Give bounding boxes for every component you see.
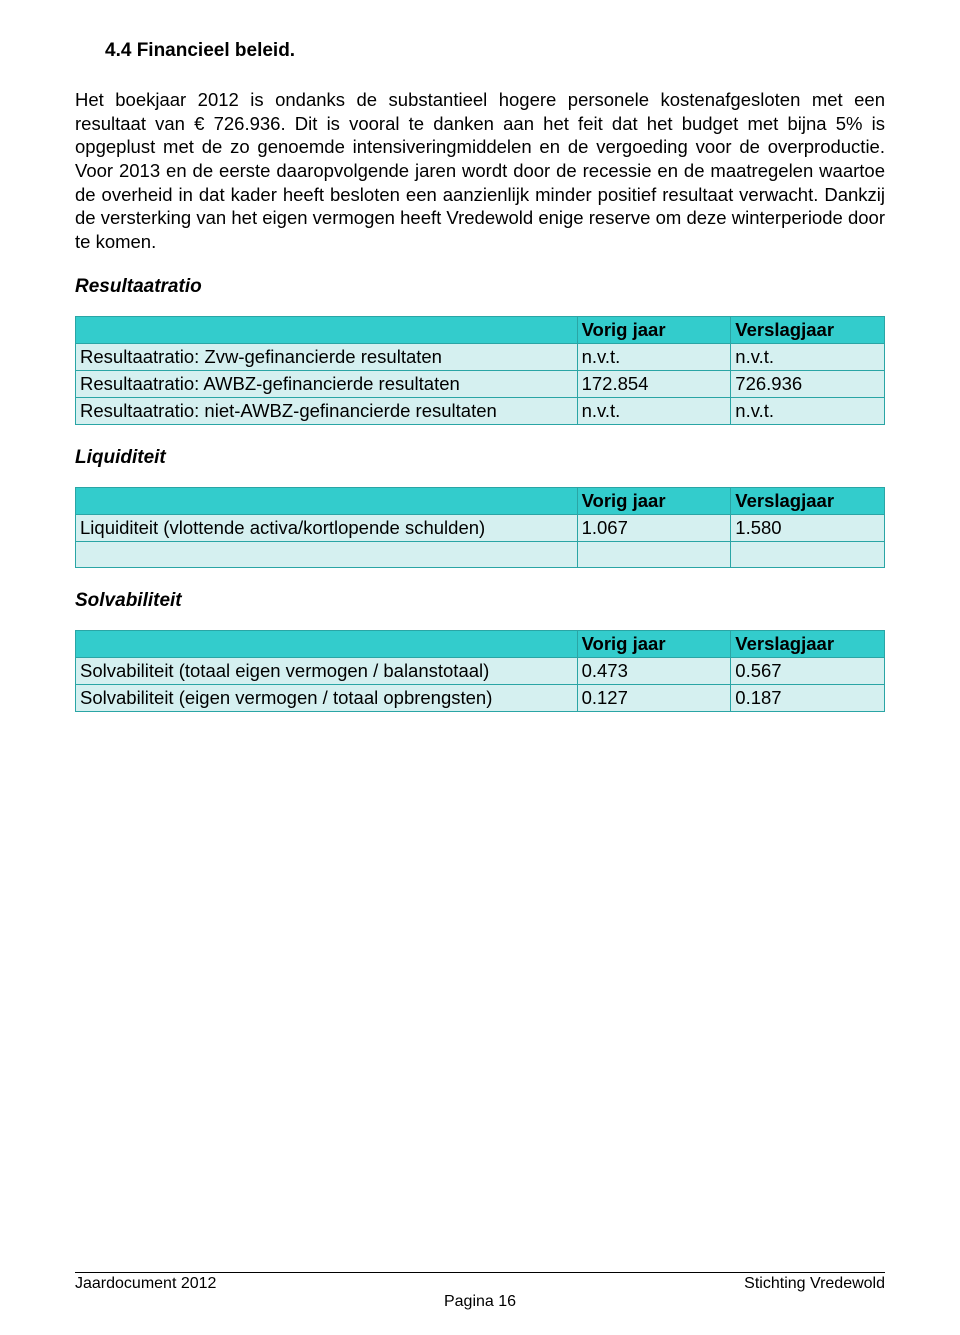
table-row: Solvabiliteit (totaal eigen vermogen / b…: [76, 657, 885, 684]
footer-divider: [75, 1272, 885, 1273]
cell-prev: 0.127: [577, 684, 731, 711]
table-row: Resultaatratio: niet-AWBZ-gefinancierde …: [76, 397, 885, 424]
header-prev: Vorig jaar: [577, 316, 731, 343]
header-prev: Vorig jaar: [577, 487, 731, 514]
cell-prev: 1.067: [577, 514, 731, 541]
liquiditeit-table: Vorig jaar Verslagjaar Liquiditeit (vlot…: [75, 487, 885, 568]
body-paragraph: Het boekjaar 2012 is ondanks de substant…: [75, 88, 885, 254]
cell-prev: n.v.t.: [577, 343, 731, 370]
cell-curr: n.v.t.: [731, 397, 885, 424]
table-header-row: Vorig jaar Verslagjaar: [76, 487, 885, 514]
table-empty-row: [76, 541, 885, 567]
cell-empty: [731, 541, 885, 567]
cell-prev: 172.854: [577, 370, 731, 397]
header-blank: [76, 630, 578, 657]
footer-left: Jaardocument 2012: [75, 1275, 216, 1293]
header-prev: Vorig jaar: [577, 630, 731, 657]
cell-curr: 0.567: [731, 657, 885, 684]
solvabiliteit-title: Solvabiliteit: [75, 590, 885, 612]
table-row: Resultaatratio: AWBZ-gefinancierde resul…: [76, 370, 885, 397]
table-header-row: Vorig jaar Verslagjaar: [76, 316, 885, 343]
cell-curr: 0.187: [731, 684, 885, 711]
cell-label: Resultaatratio: niet-AWBZ-gefinancierde …: [76, 397, 578, 424]
header-blank: [76, 487, 578, 514]
page-footer: Jaardocument 2012 Stichting Vredewold Pa…: [75, 1272, 885, 1311]
cell-empty: [577, 541, 731, 567]
section-title: 4.4 Financieel beleid.: [105, 40, 885, 62]
cell-label: Resultaatratio: AWBZ-gefinancierde resul…: [76, 370, 578, 397]
resultaatratio-title: Resultaatratio: [75, 276, 885, 298]
cell-curr: 726.936: [731, 370, 885, 397]
cell-label: Resultaatratio: Zvw-gefinancierde result…: [76, 343, 578, 370]
header-curr: Verslagjaar: [731, 316, 885, 343]
cell-label: Solvabiliteit (totaal eigen vermogen / b…: [76, 657, 578, 684]
cell-prev: n.v.t.: [577, 397, 731, 424]
cell-prev: 0.473: [577, 657, 731, 684]
liquiditeit-title: Liquiditeit: [75, 447, 885, 469]
footer-right: Stichting Vredewold: [744, 1275, 885, 1293]
cell-label: Solvabiliteit (eigen vermogen / totaal o…: [76, 684, 578, 711]
cell-label: Liquiditeit (vlottende activa/kortlopend…: [76, 514, 578, 541]
cell-curr: n.v.t.: [731, 343, 885, 370]
table-row: Resultaatratio: Zvw-gefinancierde result…: [76, 343, 885, 370]
header-curr: Verslagjaar: [731, 630, 885, 657]
table-header-row: Vorig jaar Verslagjaar: [76, 630, 885, 657]
cell-curr: 1.580: [731, 514, 885, 541]
header-curr: Verslagjaar: [731, 487, 885, 514]
resultaatratio-table: Vorig jaar Verslagjaar Resultaatratio: Z…: [75, 316, 885, 425]
table-row: Liquiditeit (vlottende activa/kortlopend…: [76, 514, 885, 541]
footer-page-number: Pagina 16: [75, 1293, 885, 1311]
solvabiliteit-table: Vorig jaar Verslagjaar Solvabiliteit (to…: [75, 630, 885, 712]
header-blank: [76, 316, 578, 343]
cell-empty: [76, 541, 578, 567]
table-row: Solvabiliteit (eigen vermogen / totaal o…: [76, 684, 885, 711]
